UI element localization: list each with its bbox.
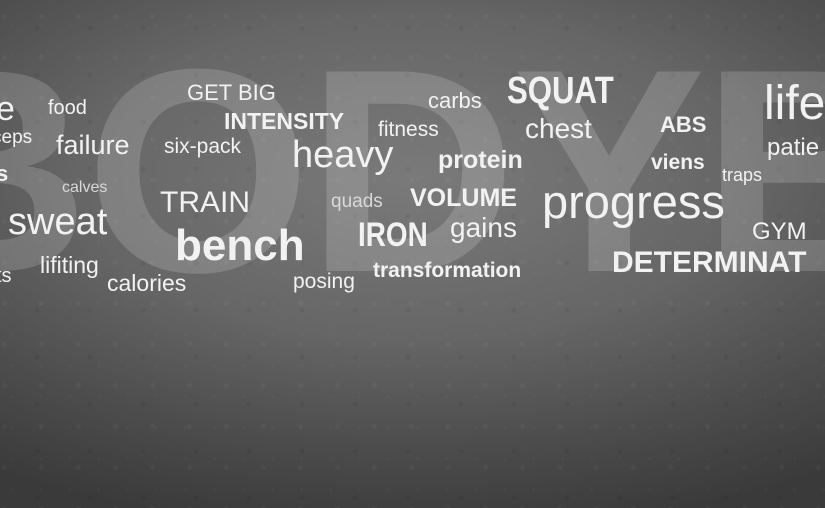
background-watermark-text: BODYBUILDING [0, 9, 825, 333]
word-get-big: GET BIG [187, 80, 276, 105]
word-volume: VOLUME [410, 184, 517, 212]
word-quads: quads [331, 191, 383, 212]
word-squat: SQUAT [507, 70, 614, 112]
word-lifiting: lifiting [40, 252, 99, 278]
word-sweat: sweat [8, 201, 108, 243]
word-bench: bench [175, 221, 305, 270]
word-gym: GYM [752, 218, 807, 245]
word-iron: IRON [358, 216, 428, 254]
word-six-pack: six-pack [164, 135, 242, 158]
word-intensity: INTENSITY [224, 108, 345, 134]
word-s: s [0, 161, 9, 186]
word-transformation: transformation [373, 259, 522, 282]
word-fitness: fitness [378, 118, 439, 141]
word-viens: viens [651, 151, 705, 174]
word-gains: gains [450, 212, 517, 243]
word-food: food [48, 97, 87, 119]
word-progress: progress [542, 175, 725, 228]
word-posing: posing [293, 270, 355, 293]
word-ts: ts [0, 265, 12, 287]
word-e: e [0, 90, 15, 128]
word-calves: calves [62, 179, 108, 196]
word-abs: ABS [660, 112, 707, 137]
word-life: life [764, 77, 825, 130]
word-train: TRAIN [160, 186, 250, 219]
word-chest: chest [525, 113, 592, 144]
word-calories: calories [107, 270, 187, 296]
word-traps: traps [722, 165, 763, 185]
word-failure: failure [56, 130, 130, 160]
word-ceps: ceps [0, 127, 33, 148]
word-determinat: DETERMINAT [612, 246, 807, 279]
word-protein: protein [438, 146, 523, 174]
word-carbs: carbs [428, 88, 482, 113]
word-patie: patie [767, 134, 820, 161]
word-heavy: heavy [292, 134, 394, 176]
